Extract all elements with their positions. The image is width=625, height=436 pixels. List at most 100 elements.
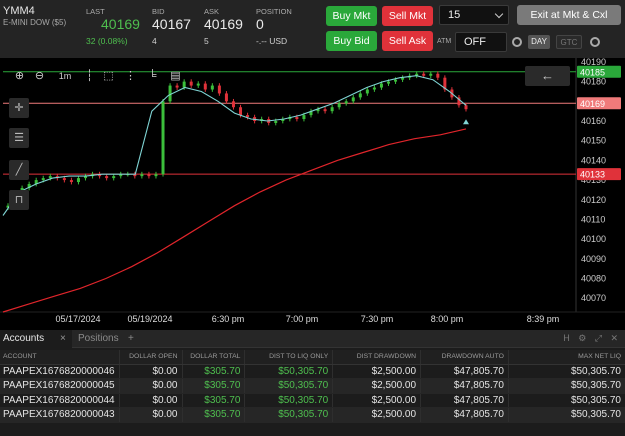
- last-bar-marker: [463, 119, 469, 125]
- zoom-out-icon[interactable]: ⊖: [34, 70, 45, 82]
- candle-body: [358, 93, 362, 98]
- zoom-in-icon[interactable]: ⊕: [14, 70, 25, 82]
- candle-body: [365, 89, 369, 94]
- atm-gear-icon[interactable]: [512, 37, 522, 47]
- y-tick-label: 40100: [581, 234, 606, 244]
- candle-body: [224, 93, 228, 102]
- atm-label: ATM: [437, 38, 452, 45]
- tif-gear-icon[interactable]: [590, 37, 600, 47]
- column-header[interactable]: DOLLAR TOTAL: [182, 350, 246, 365]
- candle-body: [379, 83, 383, 88]
- column-header[interactable]: MAX NET LIQ: [508, 350, 625, 365]
- drawdown-auto-cell: $47,805.70: [420, 378, 509, 394]
- price-flag: [577, 168, 621, 181]
- buy-market-button[interactable]: Buy Mkt: [326, 6, 377, 26]
- y-tick-label: 40140: [581, 155, 606, 165]
- candle-body: [76, 178, 80, 183]
- symbol-name[interactable]: YMM4: [3, 5, 35, 17]
- candle-body: [119, 174, 123, 177]
- dist-drawdown-cell: $2,500.00: [332, 393, 422, 408]
- candle-body: [48, 176, 52, 179]
- dist-liq-cell: $50,305.70: [244, 364, 334, 379]
- atm-strategy-select[interactable]: OFF: [455, 32, 507, 52]
- candle-body: [295, 117, 299, 120]
- candle-body: [189, 81, 193, 86]
- candle-body: [140, 174, 144, 177]
- candle-body: [112, 176, 116, 179]
- quantity-select[interactable]: 15: [439, 5, 509, 25]
- bid-size: 4: [152, 36, 157, 46]
- buy-bid-button[interactable]: Buy Bid: [326, 31, 377, 51]
- crosshair-box-icon[interactable]: ⬚: [103, 70, 114, 82]
- column-header[interactable]: DRAWDOWN AUTO: [420, 350, 509, 365]
- dollar-open-cell: $0.00: [119, 378, 183, 394]
- candle-body: [154, 174, 158, 177]
- candle-body: [323, 109, 327, 112]
- scroll-to-latest-arrow-icon[interactable]: ←: [525, 66, 570, 86]
- sell-ask-button[interactable]: Sell Ask: [382, 31, 433, 51]
- price-change: 32 (0.08%): [86, 36, 128, 46]
- tif-day-toggle[interactable]: DAY: [528, 35, 550, 49]
- table-row[interactable]: PAAPEX1676820000045 $0.00 $305.70 $50,30…: [0, 378, 625, 394]
- table-header-row: ACCOUNT DOLLAR OPEN DOLLAR TOTAL DIST TO…: [0, 350, 625, 365]
- interval-button[interactable]: 1m: [58, 71, 72, 81]
- account-cell: PAAPEX1676820000046: [0, 364, 120, 379]
- price-flag-label: 40185: [580, 67, 605, 77]
- candle-body: [147, 174, 151, 177]
- dollar-open-cell: $0.00: [119, 407, 183, 423]
- candle-body: [196, 83, 200, 86]
- table-row[interactable]: PAAPEX1676820000043 $0.00 $305.70 $50,30…: [0, 407, 625, 423]
- dollar-open-cell: $0.00: [119, 393, 183, 408]
- dollar-total-cell: $305.70: [182, 364, 246, 379]
- candle-style-icon[interactable]: ┆: [86, 70, 93, 82]
- candle-body: [337, 103, 341, 108]
- y-tick-label: 40190: [581, 58, 606, 67]
- y-tick-label: 40070: [581, 293, 606, 303]
- tif-gtc-toggle[interactable]: GTC: [556, 35, 582, 49]
- column-header[interactable]: DOLLAR OPEN: [119, 350, 183, 365]
- candle-body: [161, 101, 165, 175]
- indicator-icon[interactable]: ╘: [148, 70, 157, 82]
- candle-body: [464, 105, 468, 110]
- template-icon[interactable]: ▤: [170, 70, 181, 82]
- candle-body: [309, 111, 313, 116]
- tab-accounts[interactable]: Accounts ×: [0, 330, 72, 348]
- candle-body: [27, 184, 31, 188]
- close-tab-icon[interactable]: ×: [60, 333, 66, 344]
- x-tick-label: 7:00 pm: [286, 314, 319, 324]
- draw-line-icon[interactable]: ╱: [9, 160, 29, 180]
- candle-body: [429, 73, 433, 76]
- lock-icon[interactable]: ⊓: [9, 190, 29, 210]
- column-header[interactable]: DIST TO LIQ ONLY: [244, 350, 334, 365]
- chart-canvas[interactable]: 4019040180401704016040150401404013040120…: [0, 58, 625, 330]
- table-row[interactable]: PAAPEX1676820000044 $0.00 $305.70 $50,30…: [0, 393, 625, 408]
- dollar-total-cell: $305.70: [182, 393, 246, 408]
- x-tick-label: 05/17/2024: [55, 314, 100, 324]
- drawdown-auto-cell: $47,805.70: [420, 393, 509, 408]
- dist-liq-cell: $50,305.70: [244, 378, 334, 394]
- candle-body: [274, 121, 278, 123]
- table-row[interactable]: PAAPEX1676820000046 $0.00 $305.70 $50,30…: [0, 364, 625, 379]
- panel-window-icons[interactable]: H ⚙ ⤢ ✕: [563, 333, 621, 343]
- notes-icon[interactable]: ☰: [9, 128, 29, 148]
- crosshair-icon[interactable]: ✛: [9, 98, 29, 118]
- add-tab-button[interactable]: +: [128, 333, 134, 344]
- ruler-icon[interactable]: ⋮: [125, 70, 136, 82]
- candle-body: [351, 97, 355, 102]
- sell-market-button[interactable]: Sell Mkt: [382, 6, 433, 26]
- y-tick-label: 40160: [581, 116, 606, 126]
- candle-body: [182, 81, 186, 88]
- column-header[interactable]: DIST DRAWDOWN: [332, 350, 422, 365]
- exit-at-market-cancel-button[interactable]: Exit at Mkt & Cxl: [517, 5, 621, 25]
- tab-positions[interactable]: Positions: [78, 333, 119, 344]
- tab-accounts-label: Accounts: [3, 333, 45, 344]
- candle-body: [457, 97, 461, 106]
- candle-body: [246, 115, 250, 118]
- dist-liq-cell: $50,305.70: [244, 393, 334, 408]
- candle-body: [231, 101, 235, 108]
- candle-body: [443, 77, 447, 90]
- column-header[interactable]: ACCOUNT: [0, 350, 120, 365]
- ask-label: ASK: [204, 7, 220, 16]
- chevron-down-icon: [494, 9, 504, 19]
- price-chart[interactable]: 4019040180401704016040150401404013040120…: [0, 58, 625, 330]
